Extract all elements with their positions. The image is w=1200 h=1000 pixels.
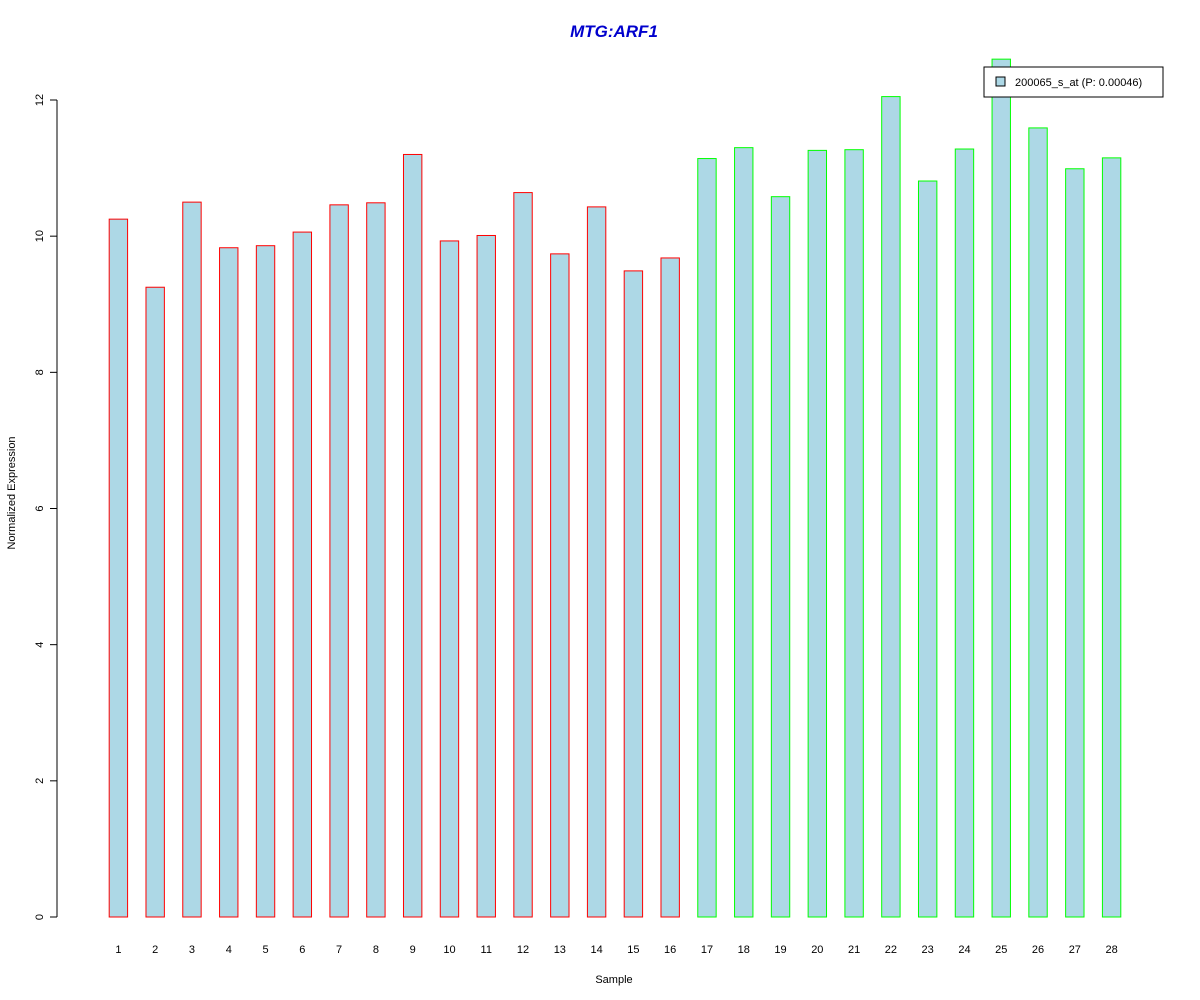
x-tick-label: 17 [701, 944, 713, 956]
legend-entry: 200065_s_at (P: 0.00046) [1015, 77, 1142, 89]
bar-14 [586, 206, 607, 918]
x-tick-label: 15 [627, 944, 639, 956]
x-tick-labels: 1 2 3 4 5 6 7 8 9 10 11 12 13 14 15 16 17 18 19 20 21 22 23 24 2… [115, 944, 1117, 956]
y-axis-label: Normalized Expression [6, 436, 18, 549]
bar-28 [1101, 157, 1122, 918]
chart-title: MTG:ARF1 [570, 22, 658, 41]
bar-17 [697, 158, 717, 918]
bar-11 [476, 234, 496, 918]
y-tick-label: 0 [34, 914, 46, 920]
bar-26 [1028, 127, 1048, 918]
bar-18 [734, 147, 754, 918]
x-tick-label: 26 [1032, 944, 1044, 956]
x-tick-label: 1 [115, 944, 121, 956]
legend: 200065_s_at (P: 0.00046) [983, 66, 1164, 98]
x-tick-label: 9 [410, 944, 416, 956]
bar-27 [1065, 168, 1085, 918]
bar-25 [991, 58, 1011, 918]
x-tick-label: 7 [336, 944, 342, 956]
y-axis: 0 2 4 6 8 10 12 [34, 94, 58, 920]
y-tick-label: 6 [34, 505, 46, 511]
bar-12 [513, 192, 533, 918]
x-tick-label: 27 [1069, 944, 1081, 956]
x-tick-label: 5 [262, 944, 268, 956]
x-tick-label: 6 [299, 944, 305, 956]
x-tick-label: 20 [811, 944, 823, 956]
x-tick-label: 3 [189, 944, 195, 956]
bar-5 [255, 245, 276, 918]
legend-swatch [995, 76, 1006, 87]
y-tick-label: 2 [34, 778, 46, 784]
bar-10 [439, 240, 460, 918]
x-tick-label: 23 [922, 944, 934, 956]
bar-23 [917, 180, 938, 918]
bar-13 [550, 253, 570, 918]
bars [108, 58, 1122, 918]
x-tick-label: 28 [1105, 944, 1117, 956]
bar-19 [770, 196, 791, 918]
bar-4 [219, 247, 239, 918]
bar-22 [881, 96, 901, 918]
x-tick-label: 11 [481, 944, 492, 956]
x-axis-label: Sample [595, 974, 632, 986]
legend-box [983, 66, 1164, 98]
bar-16 [660, 257, 680, 918]
x-tick-label: 13 [554, 944, 566, 956]
x-tick-label: 4 [226, 944, 232, 956]
x-tick-label: 24 [958, 944, 970, 956]
x-tick-label: 10 [443, 944, 455, 956]
bar-15 [623, 270, 644, 918]
x-tick-label: 22 [885, 944, 897, 956]
bar-2 [145, 286, 165, 918]
bar-6 [292, 231, 313, 918]
y-tick-label: 10 [34, 230, 46, 242]
bar-1 [108, 218, 129, 918]
x-tick-label: 12 [517, 944, 529, 956]
x-tick-label: 19 [774, 944, 786, 956]
x-tick-label: 14 [590, 944, 602, 956]
x-tick-label: 18 [738, 944, 750, 956]
bar-20 [807, 149, 828, 918]
bar-21 [844, 149, 864, 918]
x-tick-label: 21 [848, 944, 860, 956]
x-tick-label: 16 [664, 944, 676, 956]
bar-9 [402, 153, 423, 918]
y-tick-label: 4 [34, 642, 46, 648]
y-tick-label: 8 [34, 369, 46, 375]
x-tick-label: 25 [995, 944, 1007, 956]
bar-8 [366, 202, 386, 918]
y-tick-label: 12 [34, 94, 46, 106]
bar-24 [954, 148, 975, 918]
bar-7 [329, 204, 349, 918]
bar-3 [182, 201, 202, 918]
x-tick-label: 8 [373, 944, 379, 956]
x-tick-label: 2 [152, 944, 158, 956]
